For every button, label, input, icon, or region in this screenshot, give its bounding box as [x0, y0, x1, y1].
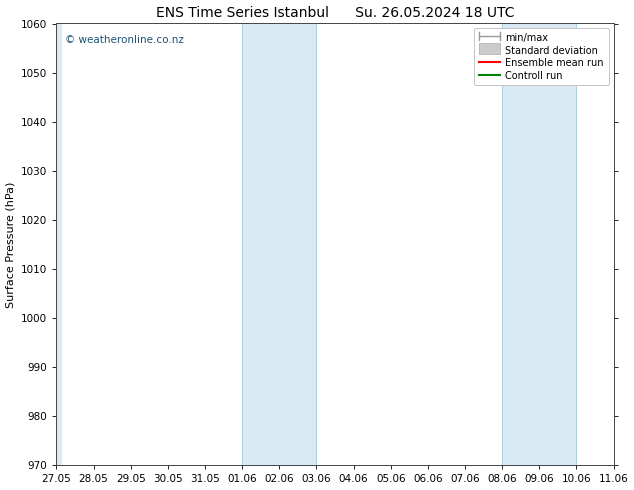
Y-axis label: Surface Pressure (hPa): Surface Pressure (hPa) — [6, 181, 16, 308]
Title: ENS Time Series Istanbul      Su. 26.05.2024 18 UTC: ENS Time Series Istanbul Su. 26.05.2024 … — [156, 5, 514, 20]
Bar — [502, 24, 576, 465]
Bar — [56, 24, 62, 465]
Legend: min/max, Standard deviation, Ensemble mean run, Controll run: min/max, Standard deviation, Ensemble me… — [474, 28, 609, 85]
Text: © weatheronline.co.nz: © weatheronline.co.nz — [65, 35, 184, 45]
Bar — [242, 24, 316, 465]
